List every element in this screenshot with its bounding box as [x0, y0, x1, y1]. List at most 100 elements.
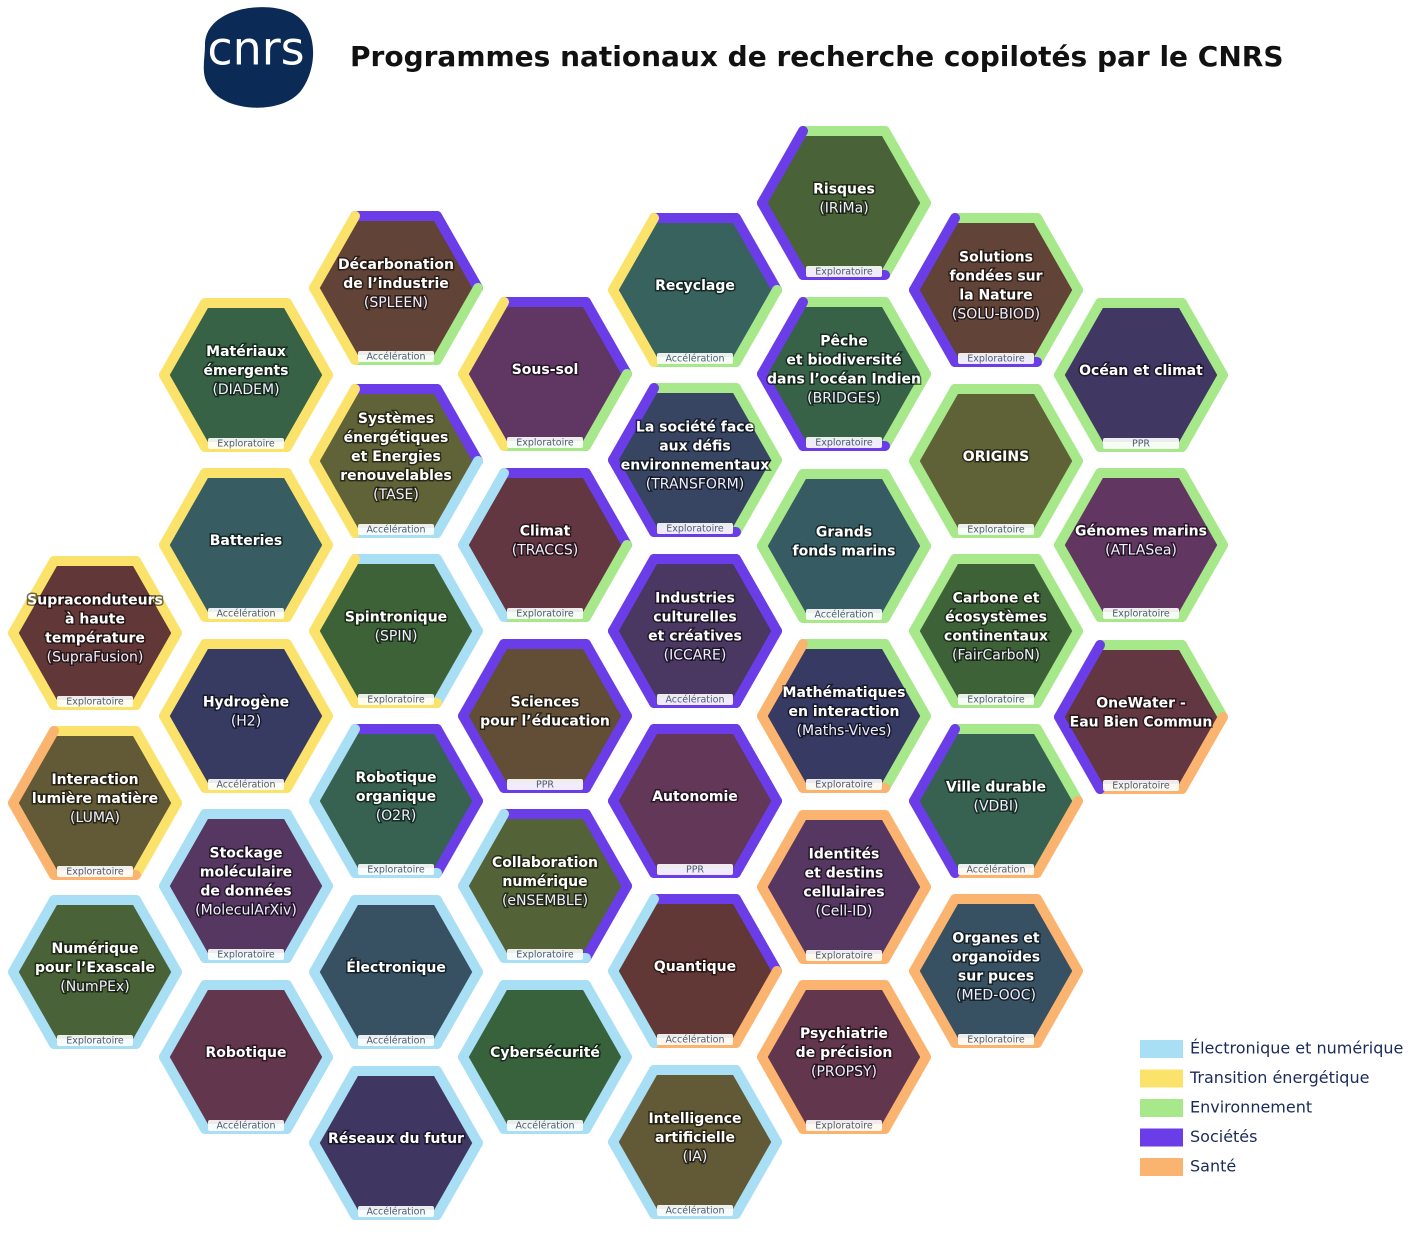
- hex-border: [880, 639, 931, 721]
- hex-border: [432, 211, 483, 293]
- program-type: Exploratoire: [1112, 781, 1170, 792]
- type-pill: [507, 437, 583, 448]
- program-title: Mathématiques: [783, 685, 906, 701]
- program-code: (TRANSFORM): [646, 477, 744, 493]
- hex-border: [432, 895, 483, 977]
- hex-border: [432, 1138, 483, 1220]
- type-pill: [958, 353, 1034, 364]
- type-pill: [657, 1205, 733, 1216]
- hex-border: [1032, 213, 1083, 295]
- hex-border: [581, 809, 632, 891]
- hex-border: [731, 966, 782, 1048]
- hex-border: [1054, 540, 1105, 622]
- program-type: Exploratoire: [666, 524, 724, 535]
- program-title: numérique: [502, 874, 587, 890]
- hex-border: [282, 540, 333, 622]
- program-type: PPR: [536, 780, 554, 791]
- hex-border: [880, 711, 931, 793]
- program-code: (PROPSY): [811, 1064, 877, 1080]
- hex-border: [131, 895, 182, 977]
- program-type: Accélération: [966, 865, 1025, 876]
- hex-border: [159, 370, 210, 452]
- hex-border: [8, 895, 59, 977]
- hex-border: [909, 626, 960, 708]
- hex-border: [1032, 894, 1083, 976]
- program-type: Exploratoire: [66, 1036, 124, 1047]
- hex-border: [1054, 370, 1105, 452]
- hex-border: [581, 639, 632, 721]
- hex-border: [1177, 540, 1228, 622]
- type-pill: [57, 696, 133, 707]
- legend: Électronique et numérique Transition éner…: [1140, 1039, 1403, 1176]
- hex-border: [1054, 712, 1105, 794]
- program-title: Carbone et: [953, 591, 1040, 607]
- program-type: PPR: [686, 865, 704, 876]
- program-title: sur puces: [958, 969, 1034, 985]
- program-title: artificielle: [655, 1130, 735, 1146]
- type-pill: [806, 266, 882, 277]
- program-title: à haute: [65, 612, 125, 628]
- hex-border: [909, 894, 960, 976]
- program-hex: Électronique Accélération: [309, 895, 483, 1049]
- program-type: Accélération: [366, 1207, 425, 1218]
- hex-border: [1177, 640, 1228, 722]
- hex-border: [159, 298, 210, 380]
- program-hex: Supraconduteurs à haute température (SupraF…: [8, 556, 182, 710]
- program-code: (ICCARE): [664, 648, 727, 664]
- hex-border: [731, 724, 782, 806]
- program-title: Solutions: [959, 250, 1033, 266]
- hex-border: [432, 626, 483, 708]
- hex-border: [282, 468, 333, 550]
- hex-border: [432, 724, 483, 806]
- hex-border: [608, 554, 659, 636]
- program-type: PPR: [1132, 439, 1150, 450]
- hex-border: [608, 724, 659, 806]
- hex-border: [880, 297, 931, 379]
- program-code: (DIADEM): [212, 382, 279, 398]
- hex-border: [159, 980, 210, 1062]
- program-hex: Grands fonds marins Accélération: [757, 469, 931, 623]
- program-type: Accélération: [814, 610, 873, 621]
- hex-border: [909, 384, 960, 466]
- type-pill: [507, 949, 583, 960]
- program-title: Pêche: [820, 334, 868, 350]
- program-code: (NumPEx): [60, 979, 129, 995]
- program-title: Réseaux du futur: [328, 1131, 464, 1147]
- legend-swatch: [1140, 1158, 1183, 1176]
- program-title: écosystèmes: [945, 610, 1047, 626]
- hex-border: [1032, 384, 1083, 466]
- type-pill: [806, 609, 882, 620]
- program-type: Accélération: [366, 1036, 425, 1047]
- program-title: Cybersécurité: [490, 1045, 600, 1061]
- program-code: (IA): [683, 1149, 708, 1165]
- hex-border: [1177, 298, 1228, 380]
- hex-border: [282, 1052, 333, 1134]
- hex-border: [432, 796, 483, 878]
- hex-border: [731, 1065, 782, 1147]
- hex-border: [909, 554, 960, 636]
- program-type: Accélération: [665, 354, 724, 365]
- hex-border: [608, 285, 659, 367]
- program-hex: Collaboration numérique (eNSEMBLE) Explorat…: [458, 809, 632, 963]
- hex-border: [131, 967, 182, 1049]
- program-title: La société face: [636, 420, 754, 436]
- type-pill: [208, 438, 284, 449]
- hex-border: [880, 541, 931, 623]
- hex-border: [282, 809, 333, 891]
- hex-border: [731, 213, 782, 295]
- type-pill: [507, 1120, 583, 1131]
- type-pill: [1103, 780, 1179, 791]
- hex-border: [757, 369, 808, 451]
- program-title: organoïdes: [952, 950, 1040, 966]
- hex-border: [1054, 468, 1105, 550]
- hex-border: [608, 894, 659, 976]
- hex-border: [1032, 554, 1083, 636]
- program-title: Océan et climat: [1079, 363, 1203, 379]
- program-title: Décarbonation: [338, 257, 454, 273]
- hex-border: [581, 881, 632, 963]
- hex-border: [309, 626, 360, 708]
- program-type: Exploratoire: [66, 867, 124, 878]
- hex-border: [458, 369, 509, 451]
- program-title: Industries: [655, 591, 735, 607]
- type-pill: [1103, 608, 1179, 619]
